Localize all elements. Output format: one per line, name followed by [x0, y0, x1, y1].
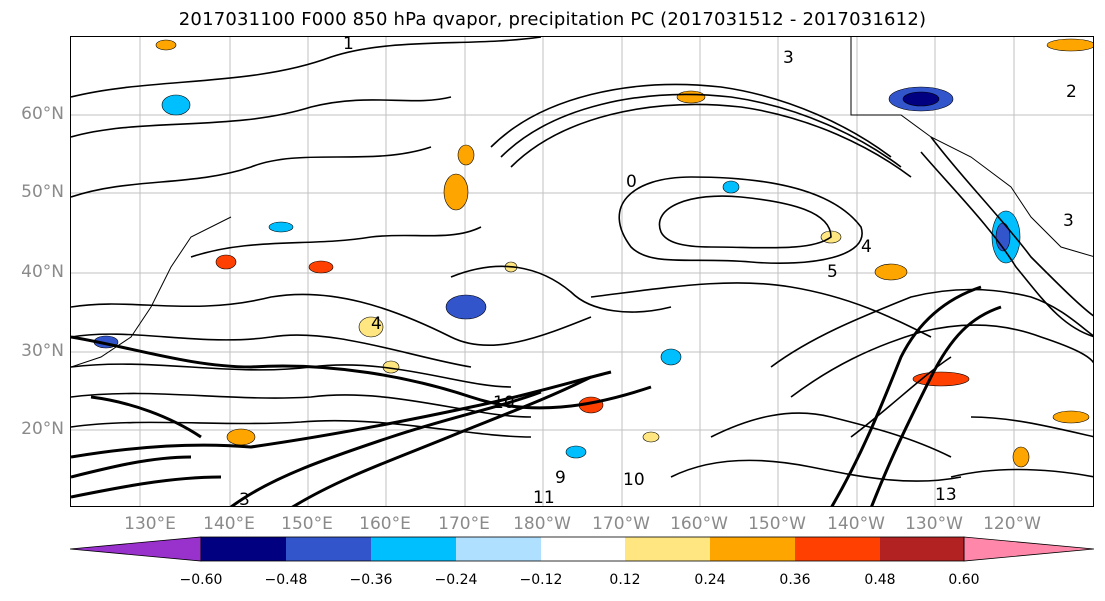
colorbar-segment	[795, 537, 880, 561]
colorbar-segment	[541, 537, 625, 561]
colorbar-tick-label: −0.60	[179, 572, 223, 588]
lat-label-20n: 20°N	[21, 419, 64, 439]
colorbar-tick-label: 0.60	[948, 572, 980, 588]
contour-label: 11	[533, 488, 555, 507]
lon-label-130e: 130°E	[124, 514, 176, 534]
contour-label: 10	[493, 393, 515, 413]
lon-label-140e: 140°E	[203, 514, 255, 534]
lon-label-140w: 140°W	[827, 514, 885, 534]
contour-label: 3	[239, 490, 250, 507]
lat-label-40n: 40°N	[21, 262, 64, 282]
colorbar-segment	[880, 537, 964, 561]
lon-label-160e: 160°E	[359, 514, 411, 534]
colorbar-tick-label: 0.48	[864, 572, 896, 588]
colorbar-segment	[456, 537, 541, 561]
contour-label: 5	[827, 262, 838, 282]
lon-label-170e: 170°E	[438, 514, 490, 534]
colorbar-tick-label: 0.36	[779, 572, 811, 588]
colorbar-segment	[70, 536, 202, 562]
qvapor-contours	[71, 37, 1093, 482]
contour-label: 10	[623, 470, 645, 490]
heavy-contours	[71, 285, 1002, 506]
lon-label-160w: 160°W	[670, 514, 728, 534]
lon-label-120w: 120°W	[983, 514, 1041, 534]
contour-label: 1	[343, 37, 354, 54]
lon-label-170w: 170°W	[592, 514, 650, 534]
precip-shading	[93, 38, 1093, 468]
lat-label-50n: 50°N	[21, 182, 64, 202]
colorbar-tick-label: −0.36	[349, 572, 393, 588]
lon-label-130w: 130°W	[905, 514, 963, 534]
contour-label: 4	[861, 237, 872, 257]
colorbar-segment	[963, 536, 1094, 562]
contour-label: 0	[626, 172, 637, 192]
gridlines	[71, 37, 1093, 506]
colorbar-tick-label: −0.12	[519, 572, 563, 588]
colorbar-segment	[201, 537, 286, 561]
contour-label: 2	[1066, 82, 1077, 102]
lat-label-30n: 30°N	[21, 341, 64, 361]
coastlines	[71, 37, 1093, 368]
colorbar	[70, 536, 1094, 562]
map-panel: 10 10 5 4 3 3 4 9 11 13 3 1 0 2	[70, 36, 1094, 507]
colorbar-tick-label: 0.12	[609, 572, 641, 588]
contour-label: 9	[555, 468, 566, 488]
lon-label-150w: 150°W	[748, 514, 806, 534]
colorbar-tick-label: −0.24	[434, 572, 478, 588]
contour-label: 3	[1063, 211, 1074, 231]
map-plot: 10 10 5 4 3 3 4 9 11 13 3 1 0 2	[71, 37, 1093, 507]
colorbar-tick-label: −0.48	[264, 572, 308, 588]
colorbar-tick-label: 0.24	[694, 572, 726, 588]
contour-label: 4	[371, 314, 382, 334]
colorbar-segment	[710, 537, 795, 561]
contour-label: 3	[783, 48, 794, 68]
lon-label-180w: 180°W	[513, 514, 571, 534]
contour-label: 13	[935, 485, 957, 505]
lon-label-150e: 150°E	[281, 514, 333, 534]
colorbar-segment	[625, 537, 710, 561]
colorbar-segment	[371, 537, 456, 561]
lat-label-60n: 60°N	[21, 104, 64, 124]
contour-labels: 10 10 5 4 3 3 4 9 11 13 3 1 0 2	[239, 37, 1077, 507]
colorbar-segment	[286, 537, 371, 561]
map-title: 2017031100 F000 850 hPa qvapor, precipit…	[178, 9, 927, 30]
